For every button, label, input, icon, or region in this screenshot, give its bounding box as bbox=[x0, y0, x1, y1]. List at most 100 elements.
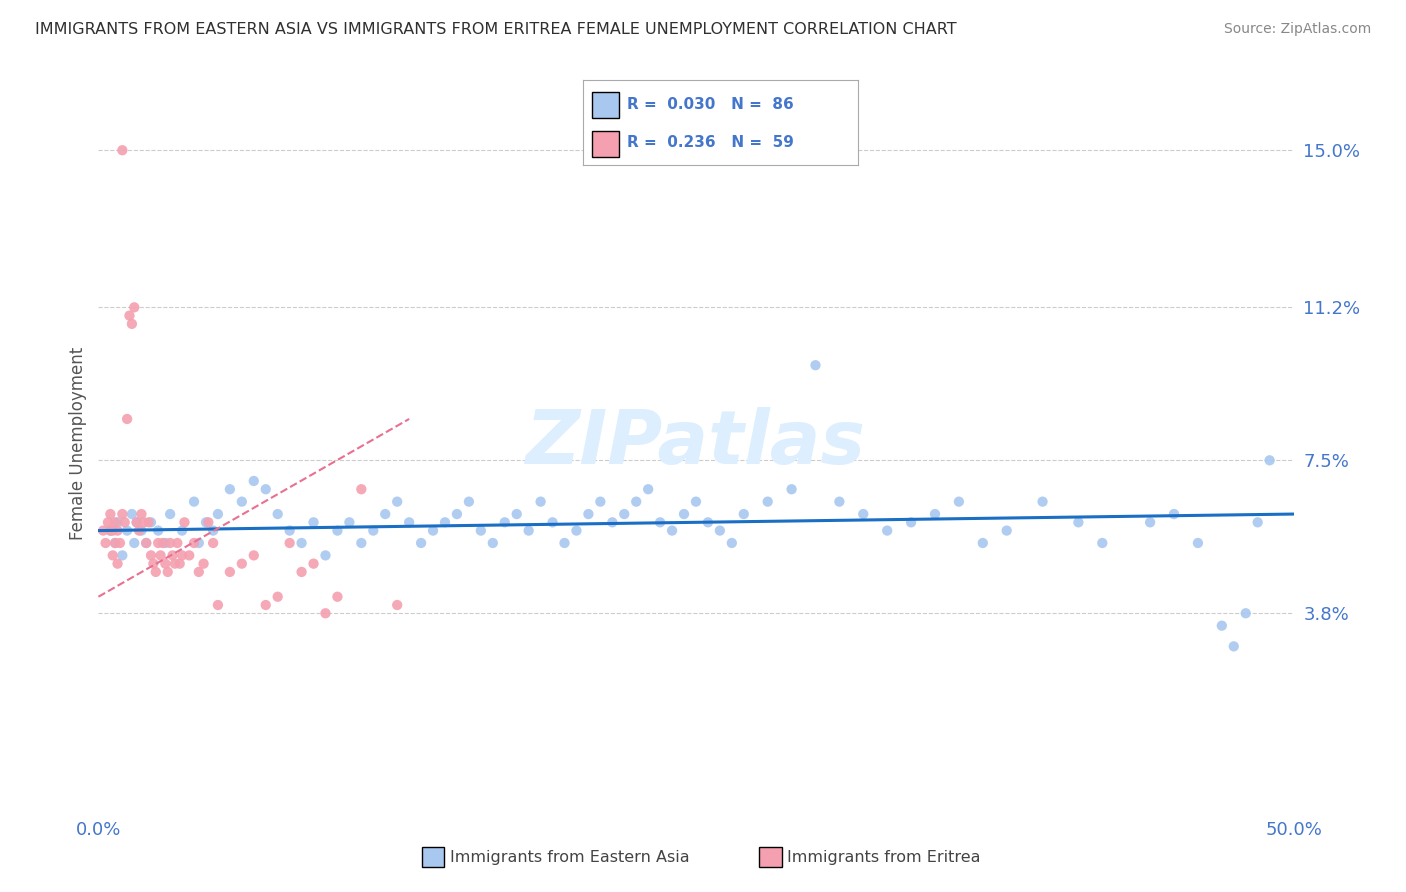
Text: ZIPatlas: ZIPatlas bbox=[526, 408, 866, 480]
Point bbox=[111, 143, 134, 157]
Point bbox=[1139, 516, 1161, 530]
Point bbox=[195, 516, 218, 530]
Point bbox=[326, 590, 349, 604]
Point bbox=[1067, 516, 1090, 530]
Point bbox=[132, 516, 155, 530]
Point bbox=[326, 524, 349, 538]
Point bbox=[139, 549, 162, 563]
Point bbox=[481, 536, 505, 550]
Text: R =  0.030   N =  86: R = 0.030 N = 86 bbox=[627, 97, 794, 112]
Point bbox=[626, 494, 648, 508]
Point bbox=[385, 494, 409, 508]
Point bbox=[139, 516, 162, 530]
Point bbox=[131, 524, 153, 538]
Point bbox=[104, 536, 127, 550]
Point bbox=[541, 516, 564, 530]
Y-axis label: Female Unemployment: Female Unemployment bbox=[69, 347, 87, 541]
Point bbox=[111, 507, 134, 521]
Point bbox=[179, 549, 201, 563]
Point bbox=[602, 516, 624, 530]
Point bbox=[578, 507, 600, 521]
Point bbox=[114, 516, 136, 530]
Point bbox=[315, 549, 337, 563]
Point bbox=[243, 474, 266, 488]
Point bbox=[207, 507, 229, 521]
Point bbox=[98, 524, 122, 538]
Point bbox=[169, 557, 191, 571]
FancyBboxPatch shape bbox=[592, 92, 619, 118]
Point bbox=[458, 494, 481, 508]
Point bbox=[411, 536, 433, 550]
Point bbox=[156, 565, 179, 579]
Point bbox=[924, 507, 946, 521]
Point bbox=[138, 516, 160, 530]
Point bbox=[517, 524, 540, 538]
Point bbox=[155, 536, 177, 550]
Point bbox=[125, 516, 148, 530]
Point bbox=[166, 536, 188, 550]
Point bbox=[131, 507, 153, 521]
Point bbox=[948, 494, 970, 508]
Point bbox=[1187, 536, 1209, 550]
Point bbox=[267, 590, 290, 604]
Point bbox=[128, 524, 150, 538]
Point bbox=[104, 516, 127, 530]
Point bbox=[148, 524, 170, 538]
Point bbox=[385, 598, 409, 612]
Point bbox=[145, 565, 167, 579]
Point bbox=[673, 507, 696, 521]
Point bbox=[470, 524, 492, 538]
Point bbox=[315, 607, 337, 621]
Point bbox=[183, 536, 205, 550]
Point bbox=[1234, 607, 1257, 621]
Point bbox=[685, 494, 707, 508]
Point bbox=[202, 524, 225, 538]
Point bbox=[291, 565, 314, 579]
Point bbox=[149, 549, 172, 563]
Point bbox=[108, 536, 131, 550]
Point bbox=[219, 565, 242, 579]
Point bbox=[494, 516, 516, 530]
Point bbox=[565, 524, 588, 538]
Point bbox=[756, 494, 779, 508]
Point bbox=[876, 524, 898, 538]
Point bbox=[231, 494, 253, 508]
Point bbox=[995, 524, 1018, 538]
Point bbox=[697, 516, 720, 530]
Point bbox=[159, 507, 181, 521]
Point bbox=[172, 549, 194, 563]
Point bbox=[187, 536, 209, 550]
Point bbox=[721, 536, 744, 550]
Point bbox=[1247, 516, 1270, 530]
Point bbox=[98, 507, 122, 521]
Point bbox=[152, 536, 174, 550]
Point bbox=[648, 516, 672, 530]
Point bbox=[339, 516, 361, 530]
Point bbox=[1211, 618, 1233, 632]
Point bbox=[446, 507, 468, 521]
Text: Immigrants from Eritrea: Immigrants from Eritrea bbox=[787, 850, 981, 864]
Point bbox=[187, 565, 209, 579]
Point bbox=[101, 524, 124, 538]
Point bbox=[278, 536, 301, 550]
Point bbox=[530, 494, 553, 508]
Point bbox=[115, 524, 138, 538]
Point bbox=[101, 549, 124, 563]
Point bbox=[183, 494, 205, 508]
Point bbox=[733, 507, 755, 521]
Point bbox=[118, 309, 141, 323]
Point bbox=[94, 536, 117, 550]
Point bbox=[107, 516, 129, 530]
Point bbox=[202, 536, 225, 550]
Point bbox=[172, 524, 194, 538]
Point bbox=[422, 524, 444, 538]
Point bbox=[231, 557, 253, 571]
Point bbox=[91, 524, 114, 538]
Point bbox=[104, 536, 127, 550]
Point bbox=[554, 536, 576, 550]
Point bbox=[434, 516, 457, 530]
Point bbox=[173, 516, 195, 530]
Point bbox=[207, 598, 229, 612]
Point bbox=[219, 482, 242, 496]
Point bbox=[302, 516, 325, 530]
